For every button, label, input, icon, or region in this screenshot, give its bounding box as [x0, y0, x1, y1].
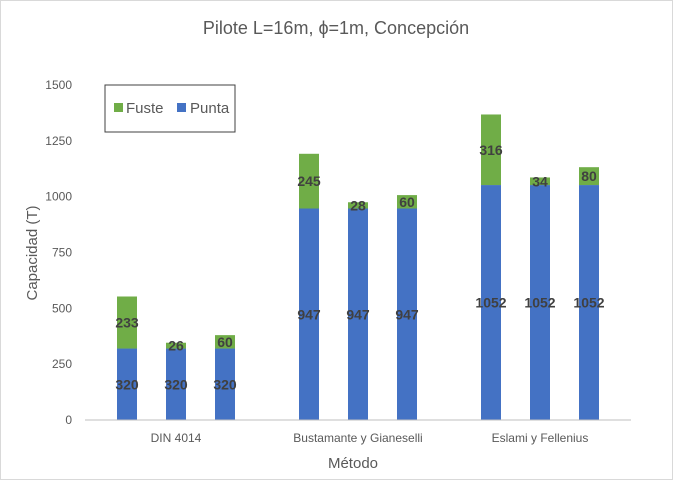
- x-tick-labels: DIN 4014 Bustamante y Gianeselli Eslami y …: [151, 431, 589, 445]
- legend-swatch-punta: [177, 103, 186, 112]
- data-label-fuste: 245: [297, 173, 321, 189]
- data-label-punta: 1052: [573, 295, 604, 311]
- data-label-punta: 320: [164, 376, 188, 392]
- data-label-fuste: 26: [168, 338, 184, 354]
- bar-fuste: [530, 177, 550, 186]
- data-label-punta: 320: [213, 376, 237, 392]
- y-tick-labels: 0 250 500 750 1000 1250 1500: [45, 78, 72, 427]
- data-label-fuste: 60: [399, 194, 415, 210]
- data-label-fuste: 34: [532, 173, 548, 189]
- y-tick-label: 1500: [45, 78, 72, 92]
- bar-fuste: [397, 195, 417, 209]
- bar-punta: [397, 208, 417, 420]
- x-tick-label: Bustamante y Gianeselli: [293, 431, 422, 445]
- bar-punta: [481, 185, 501, 420]
- bar-fuste: [215, 335, 235, 349]
- data-label-fuste: 80: [581, 168, 597, 184]
- legend: Fuste Punta: [104, 84, 236, 133]
- y-tick-label: 250: [52, 357, 72, 371]
- legend-box: [104, 84, 236, 133]
- data-label-punta: 947: [346, 306, 370, 322]
- y-tick-label: 1000: [45, 190, 72, 204]
- data-labels: 320 233 320 26 320 60 947 245 947 28 947 60 1052 316 1…: [115, 142, 604, 393]
- bar-punta: [166, 348, 186, 420]
- data-label-punta: 1052: [475, 295, 506, 311]
- legend-label-fuste: Fuste: [126, 100, 164, 117]
- data-label-punta: 947: [395, 306, 419, 322]
- bar-fuste: [299, 153, 319, 209]
- bar-fuste: [166, 342, 186, 349]
- bar-punta: [117, 348, 137, 420]
- bars: [117, 114, 599, 420]
- y-tick-label: 1250: [45, 134, 72, 148]
- bar-fuste: [579, 167, 599, 186]
- bar-punta: [348, 208, 368, 420]
- legend-label-punta: Punta: [190, 100, 230, 117]
- x-axis-title: Método: [328, 455, 378, 472]
- data-label-fuste: 60: [217, 334, 233, 350]
- data-label-fuste: 316: [479, 142, 503, 158]
- bar-fuste: [348, 202, 368, 209]
- x-tick-label: DIN 4014: [151, 431, 202, 445]
- y-tick-label: 500: [52, 301, 72, 315]
- y-axis-title: Capacidad (T): [24, 205, 41, 300]
- y-tick-label: 750: [52, 246, 72, 260]
- chart-title: Pilote L=16m, ϕ=1m, Concepción: [203, 18, 469, 38]
- data-label-fuste: 233: [115, 315, 139, 331]
- data-label-punta: 320: [115, 376, 139, 392]
- bar-punta: [579, 185, 599, 420]
- bar-punta: [215, 348, 235, 420]
- bar-punta: [299, 208, 319, 420]
- data-label-punta: 947: [297, 306, 321, 322]
- data-label-fuste: 28: [350, 197, 366, 213]
- data-label-punta: 1052: [524, 295, 555, 311]
- y-tick-label: 0: [65, 413, 72, 427]
- legend-swatch-fuste: [114, 103, 123, 112]
- bar-fuste: [481, 114, 501, 186]
- bar-punta: [530, 185, 550, 420]
- x-tick-label: Eslami y Fellenius: [492, 431, 589, 445]
- bar-fuste: [117, 296, 137, 349]
